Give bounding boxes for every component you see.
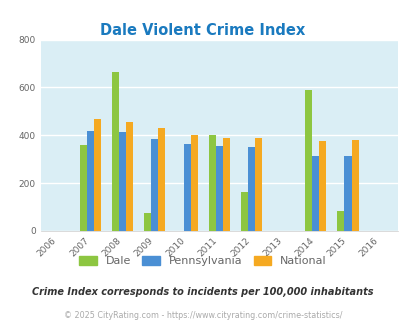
- Bar: [144, 213, 151, 231]
- Bar: [222, 138, 229, 231]
- Text: Dale Violent Crime Index: Dale Violent Crime Index: [100, 23, 305, 38]
- Bar: [240, 191, 247, 231]
- Text: Crime Index corresponds to incidents per 100,000 inhabitants: Crime Index corresponds to incidents per…: [32, 287, 373, 297]
- Bar: [126, 122, 133, 231]
- Bar: [311, 156, 319, 231]
- Bar: [190, 135, 197, 231]
- Bar: [151, 139, 158, 231]
- Legend: Dale, Pennsylvania, National: Dale, Pennsylvania, National: [75, 251, 330, 271]
- Bar: [247, 147, 254, 231]
- Bar: [351, 140, 358, 231]
- Bar: [87, 131, 94, 231]
- Bar: [337, 211, 343, 231]
- Bar: [208, 135, 215, 231]
- Bar: [119, 132, 126, 231]
- Bar: [94, 118, 101, 231]
- Bar: [319, 141, 326, 231]
- Bar: [80, 145, 87, 231]
- Bar: [343, 156, 351, 231]
- Bar: [158, 128, 165, 231]
- Text: © 2025 CityRating.com - https://www.cityrating.com/crime-statistics/: © 2025 CityRating.com - https://www.city…: [64, 311, 341, 320]
- Bar: [215, 146, 222, 231]
- Bar: [254, 138, 261, 231]
- Bar: [183, 144, 190, 231]
- Bar: [112, 72, 119, 231]
- Bar: [305, 90, 311, 231]
